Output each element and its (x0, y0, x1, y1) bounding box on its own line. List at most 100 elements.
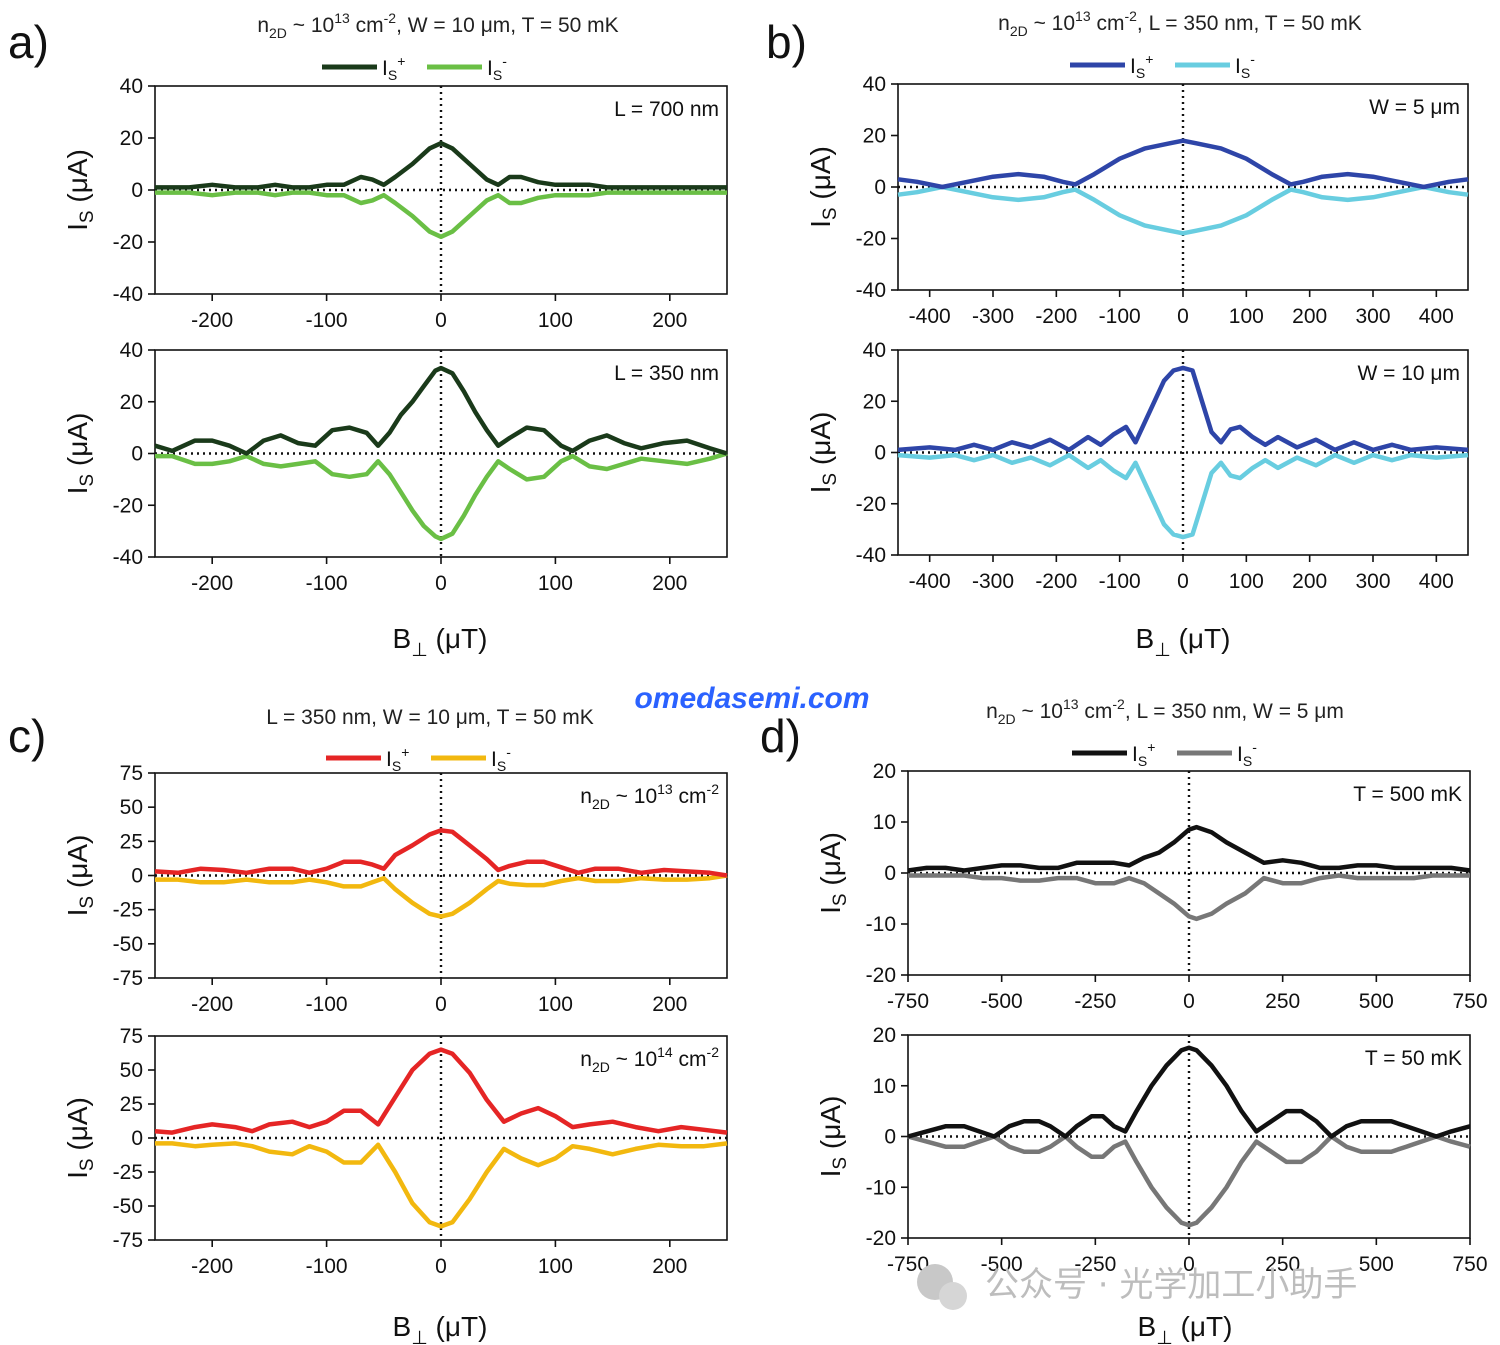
y-tick-label: 40 (120, 339, 143, 362)
y-axis-label: IS (μA) (805, 412, 841, 494)
panel-c-legend: IS+ IS- (326, 744, 511, 774)
watermark-site: omedasemi.com (634, 682, 869, 715)
y-tick-label: -20 (856, 228, 886, 251)
x-tick-label: -500 (981, 990, 1023, 1013)
x-tick-label: -750 (887, 1253, 929, 1276)
panel-c-title: L = 350 nm, W = 10 μm, T = 50 mK (266, 706, 593, 729)
x-tick-label: 200 (1292, 305, 1327, 328)
x-tick-label: 0 (435, 309, 447, 332)
plot-annotation: L = 350 nm (614, 362, 719, 385)
y-tick-label: -20 (866, 964, 896, 987)
x-tick-label: -400 (909, 570, 951, 593)
y-tick-label: 75 (120, 1025, 143, 1048)
x-tick-label: 0 (1183, 1253, 1195, 1276)
legend-label-plus: IS+ (386, 744, 409, 774)
x-tick-label: 750 (1452, 1253, 1487, 1276)
x-tick-label: 200 (1292, 570, 1327, 593)
legend-label-minus: IS- (487, 53, 507, 83)
x-tick-label: -300 (972, 570, 1014, 593)
y-tick-label: 40 (120, 75, 143, 98)
y-tick-label: -50 (113, 1195, 143, 1218)
plot-annotation: W = 5 μm (1369, 96, 1460, 119)
x-tick-label: 750 (1452, 990, 1487, 1013)
x-tick-label: 100 (1229, 570, 1264, 593)
panel-c-plot-1: 75 50 25 0 -25 -50 -75 -200 -100 0 100 200 n2D ~ 101… (62, 762, 728, 1016)
x-tick-label: 100 (538, 1255, 573, 1278)
panel-b-letter: b) (766, 16, 807, 68)
y-tick-label: 25 (120, 830, 143, 853)
y-tick-label: 40 (863, 339, 886, 362)
x-tick-label: 100 (538, 993, 573, 1016)
x-tick-label: 250 (1265, 990, 1300, 1013)
y-tick-label: -40 (113, 283, 143, 306)
watermark-wechat: 公众号 · 光学加工小助手 (917, 1264, 1357, 1310)
x-tick-label: 250 (1265, 1253, 1300, 1276)
y-axis-label: IS (μA) (805, 146, 841, 228)
series-is-minus (897, 184, 1469, 236)
y-tick-label: 10 (873, 1075, 896, 1098)
y-tick-label: 50 (120, 796, 143, 819)
panel-b-legend: IS+ IS- (1070, 51, 1255, 81)
y-axis-label: IS (μA) (62, 835, 98, 917)
series-is-plus (154, 1047, 728, 1135)
x-tick-label: 100 (538, 309, 573, 332)
series-is-minus (897, 452, 1469, 540)
x-tick-label: -300 (972, 305, 1014, 328)
panel-d-x-axis-label: B⊥ (μT) (1138, 1311, 1233, 1345)
y-tick-label: 0 (131, 179, 143, 202)
y-tick-label: -75 (113, 1229, 143, 1252)
y-tick-label: 0 (131, 1127, 143, 1150)
legend-label-minus: IS- (1237, 739, 1257, 769)
y-tick-label: 0 (131, 865, 143, 888)
x-tick-label: 100 (538, 572, 573, 595)
y-tick-label: -20 (866, 1227, 896, 1250)
x-tick-label: -250 (1074, 1253, 1116, 1276)
legend-label-plus: IS+ (382, 53, 405, 83)
panel-c-plot-2: 75 50 25 0 -25 -50 -75 -200 -100 0 100 200 n2D ~ 101… (62, 1025, 728, 1278)
y-tick-label: 20 (120, 127, 143, 150)
panel-d-legend: IS+ IS- (1072, 739, 1257, 769)
y-tick-label: -10 (866, 913, 896, 936)
series-is-plus (907, 1045, 1471, 1139)
x-tick-label: 400 (1419, 570, 1454, 593)
y-tick-label: -20 (113, 494, 143, 517)
x-tick-label: -200 (191, 993, 233, 1016)
panel-a-legend: IS+ IS- (322, 53, 507, 83)
series-is-plus (897, 138, 1469, 190)
wechat-bubble-small (939, 1282, 967, 1310)
series-is-minus (907, 1134, 1471, 1228)
panel-a-x-axis-label: B⊥ (μT) (393, 623, 488, 661)
x-tick-label: -200 (191, 1255, 233, 1278)
y-tick-label: 20 (120, 391, 143, 414)
x-tick-label: -100 (306, 572, 348, 595)
panel-d-plot-2: 20 10 0 -10 -20 -750 -500 -250 0 250 500 750 T = 50 … (815, 1024, 1488, 1276)
x-tick-label: -100 (1099, 570, 1141, 593)
y-tick-label: -75 (113, 967, 143, 990)
x-tick-label: 300 (1355, 570, 1390, 593)
x-tick-label: 500 (1359, 990, 1394, 1013)
x-tick-label: -400 (909, 305, 951, 328)
panel-c-x-axis-label: B⊥ (μT) (393, 1311, 488, 1345)
y-axis-label: IS (μA) (62, 413, 98, 495)
y-tick-label: 10 (873, 811, 896, 834)
legend-label-plus: IS+ (1130, 51, 1153, 81)
y-tick-label: 25 (120, 1093, 143, 1116)
x-tick-label: -200 (1035, 570, 1077, 593)
y-tick-label: -20 (113, 231, 143, 254)
x-tick-label: 0 (435, 993, 447, 1016)
y-tick-label: 20 (863, 390, 886, 413)
panel-d-plot-1: 20 10 0 -10 -20 -750 -500 -250 0 250 500 750 T = 500… (815, 760, 1488, 1013)
x-tick-label: 0 (435, 1255, 447, 1278)
legend-label-minus: IS- (1235, 51, 1255, 81)
y-tick-label: -40 (113, 546, 143, 569)
y-tick-label: -40 (856, 279, 886, 302)
series-is-minus (908, 873, 1470, 922)
x-tick-label: 0 (1177, 570, 1189, 593)
panel-a-title: n2D ~ 1013 cm-2, W = 10 μm, T = 50 mK (257, 10, 618, 41)
x-tick-label: 500 (1359, 1253, 1394, 1276)
plot-annotation: n2D ~ 1013 cm-2 (580, 781, 719, 812)
